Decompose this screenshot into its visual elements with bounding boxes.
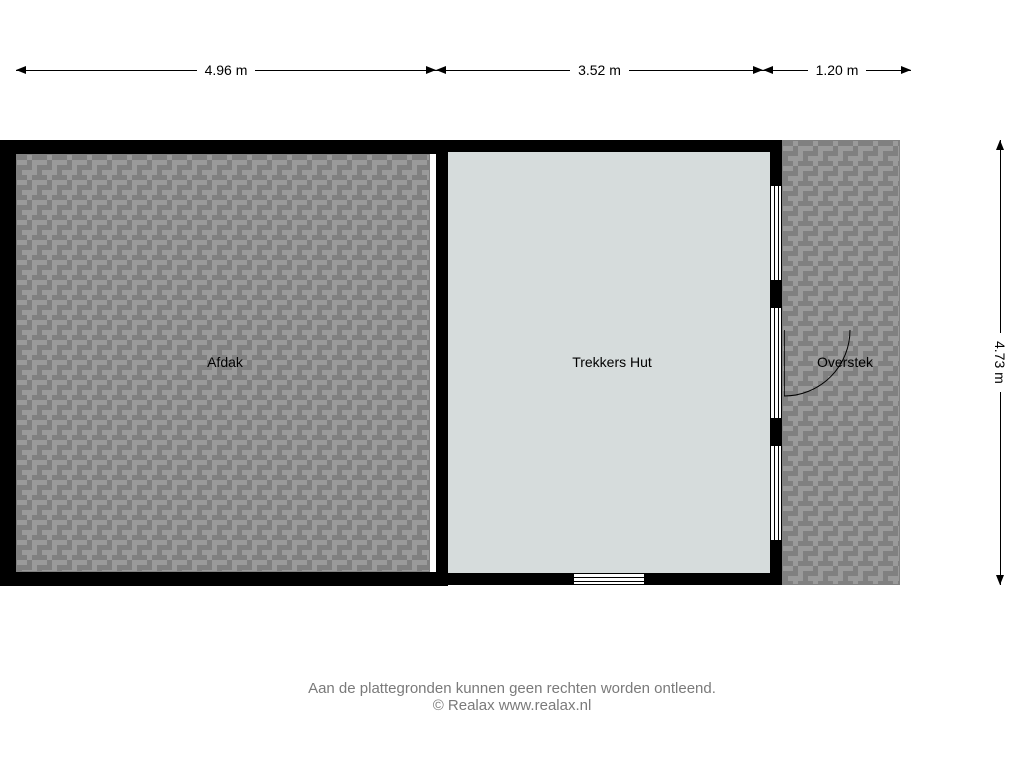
wall-bottom [0,572,448,586]
footer-copyright: © Realax www.realax.nl [0,697,1024,714]
dim-label: 4.96 m [197,62,256,78]
window [574,573,644,585]
dim-label: 3.52 m [570,62,629,78]
footer-disclaimer: Aan de plattegronden kunnen geen rechten… [0,680,1024,697]
room-label-trekkers-hut: Trekkers Hut [572,354,652,370]
footer: Aan de plattegronden kunnen geen rechten… [0,680,1024,714]
room-label-overstek: Overstek [817,354,873,370]
room-label-afdak: Afdak [207,354,243,370]
window [770,186,782,280]
dim-label: 4.73 m [992,333,1008,392]
dim-label: 1.20 m [808,62,867,78]
window [770,308,782,418]
window [770,446,782,540]
dim-top-2: 3.52 m [436,62,763,78]
dim-right: 4.73 m [990,140,1010,585]
wall-top [0,140,448,154]
dim-top-3: 1.20 m [763,62,911,78]
dim-top-1: 4.96 m [16,62,436,78]
wall-left [0,140,16,585]
